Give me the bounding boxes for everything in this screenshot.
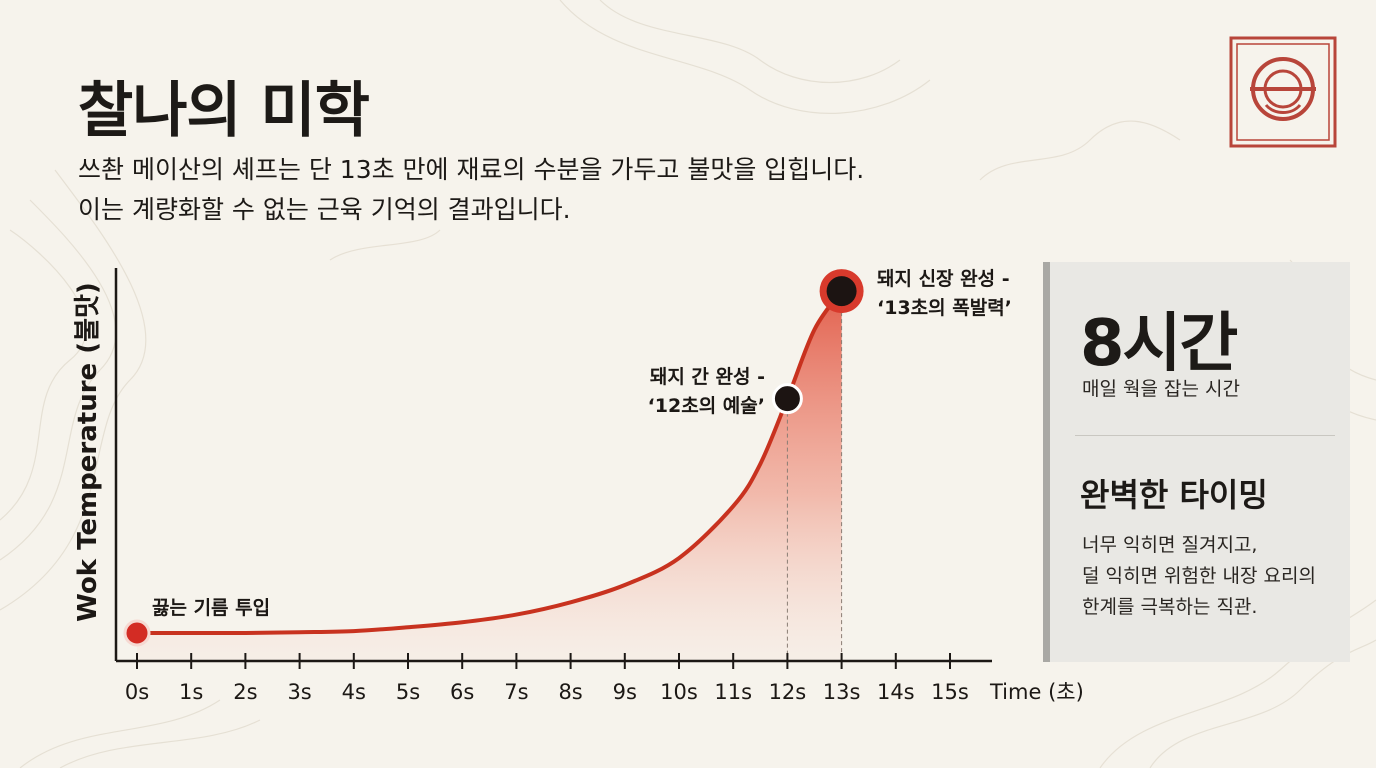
stat-value: 8시간	[1080, 307, 1238, 381]
x-tick-label: 3s	[287, 680, 311, 704]
point-label: ‘12초의 예술’	[648, 395, 765, 417]
x-tick-label: 2s	[233, 680, 257, 704]
insight-panel: 8시간 매일 웍을 잡는 시간 완벽한 타이밍 너무 익히면 질겨지고, 덜 익…	[1043, 262, 1350, 662]
temperature-curve	[135, 289, 844, 636]
x-tick-label: 15s	[931, 680, 969, 704]
timing-title: 완벽한 타이밍	[1080, 476, 1268, 514]
timing-line-1: 너무 익히면 질겨지고,	[1082, 534, 1258, 556]
chef-seal-logo-icon	[1229, 36, 1337, 148]
x-tick-label: 14s	[877, 680, 915, 704]
x-tick-label: 9s	[613, 680, 637, 704]
x-tick-label: 12s	[769, 680, 807, 704]
panel-divider	[1075, 435, 1335, 436]
y-axis-label: Wok Temperature (불맛)	[73, 282, 103, 622]
key-point	[826, 276, 857, 307]
x-tick-label: 8s	[558, 680, 582, 704]
x-tick-label: 1s	[179, 680, 203, 704]
timing-line-2: 덜 익히면 위험한 내장 요리의	[1082, 565, 1316, 587]
x-tick-label: 13s	[823, 680, 861, 704]
stat-label: 매일 웍을 잡는 시간	[1082, 378, 1240, 400]
point-label: 돼지 신장 완성 -	[877, 268, 1010, 290]
subtitle-line-1: 쓰촨 메이산의 셰프는 단 13초 만에 재료의 수분을 가두고 불맛을 입힙니…	[78, 155, 865, 184]
point-label: ‘13초의 폭발력’	[877, 297, 1012, 319]
point-label: 돼지 간 완성 -	[650, 366, 765, 388]
x-tick-label: 6s	[450, 680, 474, 704]
x-tick-label: 5s	[396, 680, 420, 704]
page-subtitle: 쓰촨 메이산의 셰프는 단 13초 만에 재료의 수분을 가두고 불맛을 입힙니…	[78, 150, 864, 230]
key-point	[771, 383, 803, 415]
point-label: 끓는 기름 투입	[152, 597, 270, 619]
x-tick-label: 7s	[504, 680, 528, 704]
timing-description: 너무 익히면 질겨지고, 덜 익히면 위험한 내장 요리의 한계를 극복하는 직…	[1082, 530, 1316, 623]
timing-line-3: 한계를 극복하는 직관.	[1082, 596, 1258, 618]
page-title: 찰나의 미학	[78, 76, 370, 146]
start-point	[123, 619, 151, 647]
x-tick-label: 0s	[125, 680, 149, 704]
x-tick-label: 10s	[660, 680, 698, 704]
x-axis-label: Time (초)	[989, 680, 1084, 704]
x-tick-label: 11s	[714, 680, 752, 704]
subtitle-line-2: 이는 계량화할 수 없는 근육 기억의 결과입니다.	[78, 195, 571, 224]
x-tick-label: 4s	[342, 680, 366, 704]
